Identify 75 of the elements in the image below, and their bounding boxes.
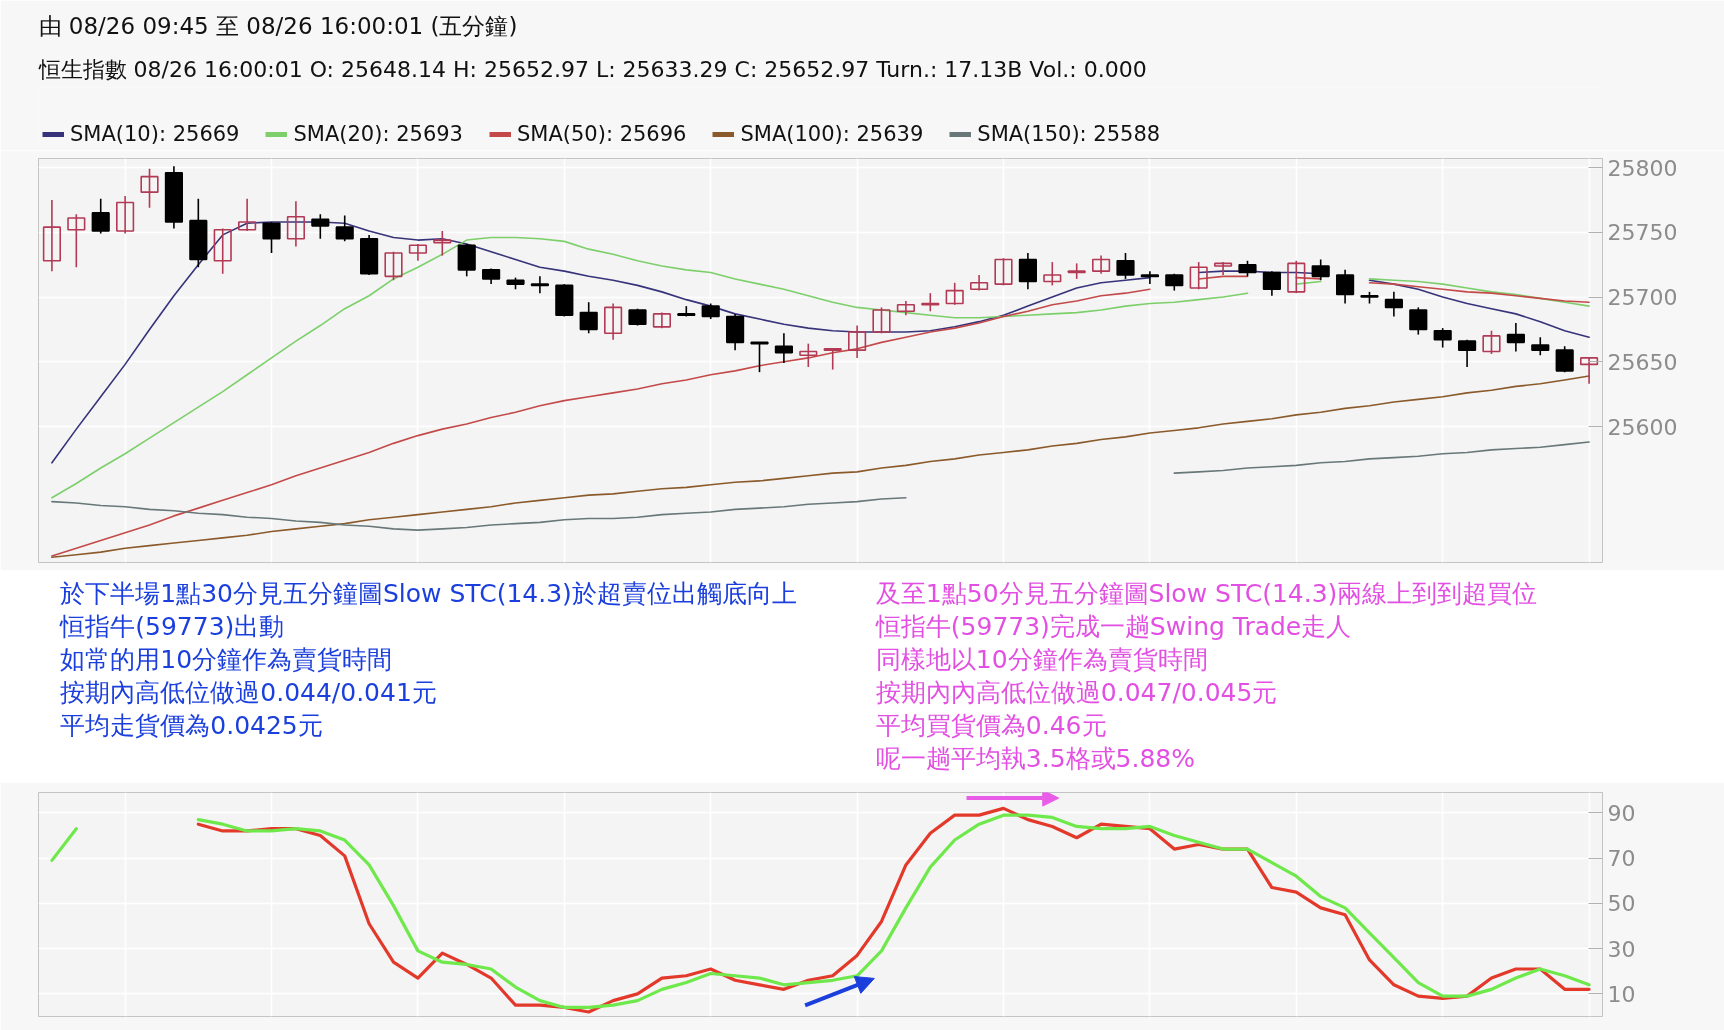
legend-label: SMA(150): 25588 [977, 122, 1161, 146]
candlestick [1189, 261, 1208, 291]
candlestick [945, 282, 964, 306]
y-tick-label: 25750 [1607, 220, 1678, 246]
candlestick [799, 342, 818, 368]
candlestick [579, 301, 598, 335]
candlestick [408, 243, 428, 262]
y-tick-label: 25700 [1607, 285, 1678, 311]
candlestick [530, 275, 549, 294]
candlestick [604, 302, 623, 341]
text: 平均買貨價為0.46元 [875, 710, 1107, 740]
candlestick [970, 274, 989, 292]
candlestick [1043, 261, 1062, 287]
y-tick-label: 25600 [1607, 414, 1678, 440]
candlestick [311, 213, 330, 240]
candlestick [67, 213, 86, 269]
y-tick-label: 50 [1607, 891, 1636, 917]
candlestick [1140, 270, 1159, 285]
y-tick-label: 25650 [1607, 349, 1678, 375]
candlestick [1262, 270, 1281, 297]
candlestick [238, 197, 257, 232]
text: 按期內內高低位做過0.047/0.045元 [875, 677, 1278, 707]
candlestick [774, 332, 793, 364]
y-tick-label: 10 [1607, 981, 1636, 1007]
candlestick [872, 306, 891, 335]
candlestick [1409, 306, 1428, 336]
candlestick [1384, 291, 1403, 318]
text: 恒指牛(59773)出動 [59, 611, 285, 641]
legend-label: SMA(10): 25669 [70, 122, 240, 146]
text: 及至1點50分見五分鐘圖Slow STC(14.3)兩線上到到超買位 [875, 578, 1538, 608]
candlestick [994, 257, 1013, 287]
legend-label: SMA(100): 25639 [740, 122, 924, 146]
text: 按期內高低位做過0.044/0.041元 [60, 677, 437, 707]
y-tick-label: 30 [1607, 936, 1636, 962]
candlestick [1311, 258, 1330, 282]
y-tick-label: 70 [1607, 846, 1636, 872]
y-tick-label: 25800 [1607, 155, 1678, 181]
candlestick [1092, 254, 1111, 275]
candlestick [1506, 322, 1525, 353]
candlestick [1531, 336, 1550, 357]
chart-title: 由 08/26 09:45 至 08/26 16:00:01 (五分鐘) [38, 12, 518, 39]
candlestick [213, 227, 232, 275]
text: 於下半場1點30分見五分鐘圖Slow STC(14.3)於超賣位出觸底向上 [60, 578, 797, 608]
text: 呢一趟平均執3.5格或5.88% [875, 743, 1196, 773]
candlestick [42, 199, 62, 272]
candlestick [1433, 327, 1452, 349]
candlestick [1457, 338, 1477, 368]
line-series [51, 375, 1590, 559]
candlestick [1116, 252, 1135, 280]
candlestick [1335, 269, 1355, 305]
text: 同樣地以10分鐘作為賣貨時間 [875, 644, 1208, 674]
chart-subtitle: 恒生指數 08/26 16:00:01 O: 25648.14 H: 25652.97 L: 25633.29 C: 25652.97 Turn.: 17.13B Vol.: 0.000 [37, 56, 1147, 82]
candlestick [140, 168, 159, 209]
candlestick [116, 195, 135, 235]
candlestick [1555, 345, 1574, 373]
candlestick [384, 250, 403, 282]
candlestick [262, 221, 281, 254]
text: 如常的用10分鐘作為賣貨時間 [60, 644, 393, 674]
candlestick [1018, 252, 1037, 291]
candlestick [848, 324, 867, 359]
candlestick [1482, 329, 1501, 355]
text: 恒指牛(59773)完成一趟Swing Trade走人 [874, 611, 1352, 641]
candlestick [921, 292, 940, 313]
candlestick [286, 200, 306, 248]
legend-label: SMA(50): 25696 [516, 122, 687, 146]
candlestick [335, 214, 354, 243]
candlestick [1579, 357, 1599, 385]
candlestick [1287, 259, 1306, 294]
candlestick [1213, 261, 1233, 276]
candlestick [433, 230, 452, 257]
legend-label: SMA(20): 25693 [293, 122, 463, 146]
y-tick-label: 90 [1607, 800, 1636, 826]
candlestick [91, 197, 110, 235]
candlestick [823, 348, 842, 371]
text: 平均走貨價為0.0425元 [60, 710, 323, 740]
